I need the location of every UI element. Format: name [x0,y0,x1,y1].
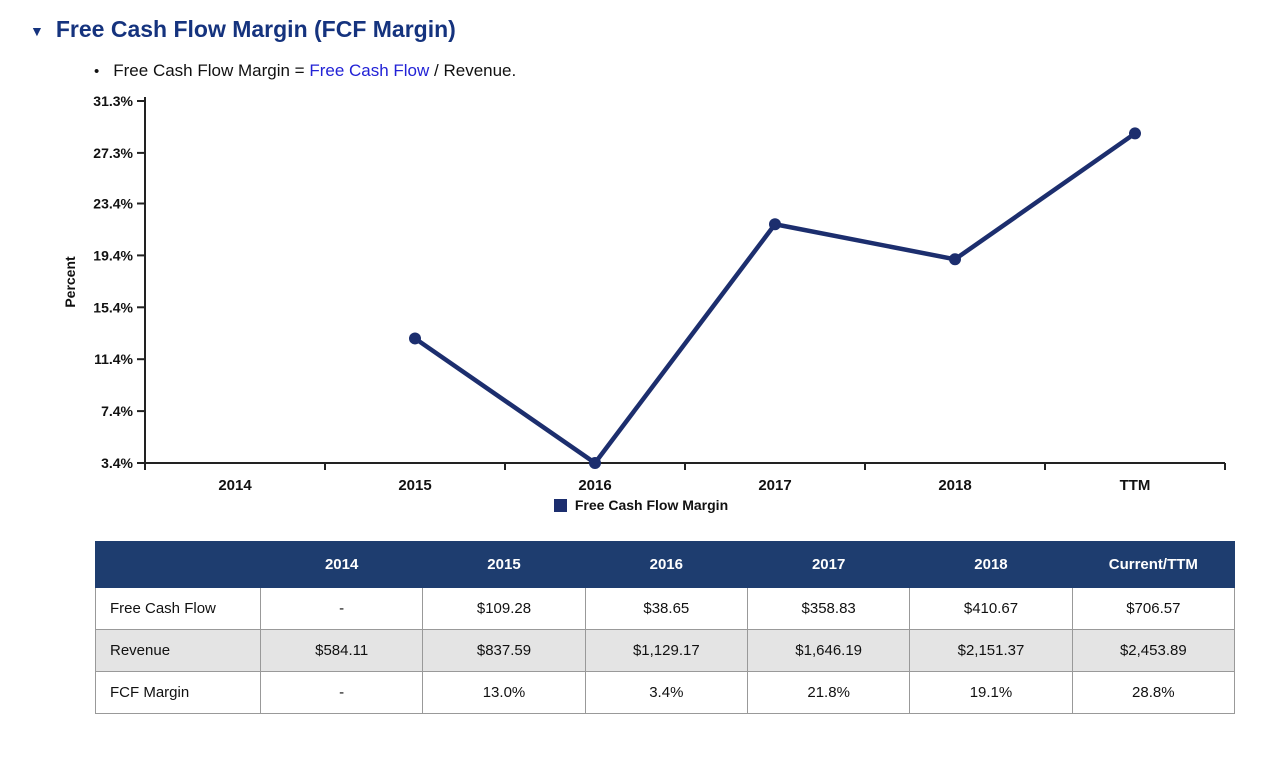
formula-bullet: • Free Cash Flow Margin = Free Cash Flow… [94,61,1280,81]
svg-text:3.4%: 3.4% [101,455,133,471]
fcf-data-table: 2014 2015 2016 2017 2018 Current/TTM Fre… [95,541,1236,714]
table-cell: $706.57 [1071,587,1236,630]
free-cash-flow-link[interactable]: Free Cash Flow [309,61,430,80]
table-cell: $410.67 [909,587,1073,630]
table-cell: $1,646.19 [746,629,911,672]
table-cell: 13.0% [422,671,586,714]
table-cell: $109.28 [422,587,586,630]
svg-text:7.4%: 7.4% [101,403,133,419]
bullet-icon: • [94,63,100,80]
svg-text:TTM: TTM [1120,477,1151,494]
table-cell: $358.83 [746,587,911,630]
svg-text:2014: 2014 [218,477,252,494]
collapse-triangle-icon[interactable]: ▼ [30,23,44,39]
row-label: Free Cash Flow [95,587,261,630]
table-cell: - [259,587,424,630]
svg-text:2016: 2016 [578,477,611,494]
svg-text:2018: 2018 [938,477,971,494]
table-cell: $38.65 [584,587,748,630]
svg-text:31.3%: 31.3% [93,93,133,109]
svg-text:2017: 2017 [758,477,791,494]
header-cell-blank [95,541,261,588]
table-row-revenue: Revenue $584.11 $837.59 $1,129.17 $1,646… [95,629,1236,672]
formula-text: Free Cash Flow Margin = Free Cash Flow /… [113,61,516,81]
table-cell: $584.11 [259,629,424,672]
row-label: Revenue [95,629,261,672]
table-row-fcf-margin: FCF Margin - 13.0% 3.4% 21.8% 19.1% 28.8… [95,671,1236,714]
table-cell: 28.8% [1071,671,1236,714]
section-heading: ▼ Free Cash Flow Margin (FCF Margin) [30,16,1280,43]
formula-suffix: / Revenue. [429,61,517,80]
table-cell: 19.1% [909,671,1073,714]
header-cell-current-ttm: Current/TTM [1071,541,1236,588]
table-header-row: 2014 2015 2016 2017 2018 Current/TTM [95,541,1236,588]
header-cell-2015: 2015 [422,541,586,588]
chart-area: 3.4% 7.4% 11.4% 15.4% 19.4% 23.4% 27.3% 31.3% 20… [55,93,1280,497]
svg-text:15.4%: 15.4% [93,299,133,315]
chart-legend: Free Cash Flow Margin [55,497,1227,513]
legend-label: Free Cash Flow Margin [574,497,729,513]
svg-text:2015: 2015 [398,477,431,494]
table-cell: 21.8% [746,671,911,714]
header-cell-2017: 2017 [746,541,911,588]
table-cell: $1,129.17 [584,629,748,672]
page-title: Free Cash Flow Margin (FCF Margin) [55,16,456,42]
table-cell: $2,453.89 [1071,629,1236,672]
table-cell: $837.59 [422,629,586,672]
table-row-free-cash-flow: Free Cash Flow - $109.28 $38.65 $358.83 … [95,587,1236,630]
svg-text:11.4%: 11.4% [94,351,133,367]
table-cell: - [259,671,424,714]
svg-text:27.3%: 27.3% [93,145,133,161]
header-cell-2014: 2014 [259,541,424,588]
fcf-margin-line-chart: 3.4% 7.4% 11.4% 15.4% 19.4% 23.4% 27.3% 31.3% 20… [62,93,1226,494]
header-cell-2018: 2018 [909,541,1073,588]
svg-text:Percent: Percent [62,256,78,308]
fcf-margin-section: ▼ Free Cash Flow Margin (FCF Margin) • F… [30,16,1280,714]
svg-text:23.4%: 23.4% [93,196,133,212]
header-cell-2016: 2016 [584,541,748,588]
formula-prefix: Free Cash Flow Margin = [113,61,310,80]
legend-swatch-icon [553,498,567,512]
svg-text:19.4%: 19.4% [93,247,133,263]
row-label: FCF Margin [95,671,261,714]
table-cell: 3.4% [584,671,748,714]
table-cell: $2,151.37 [909,629,1073,672]
